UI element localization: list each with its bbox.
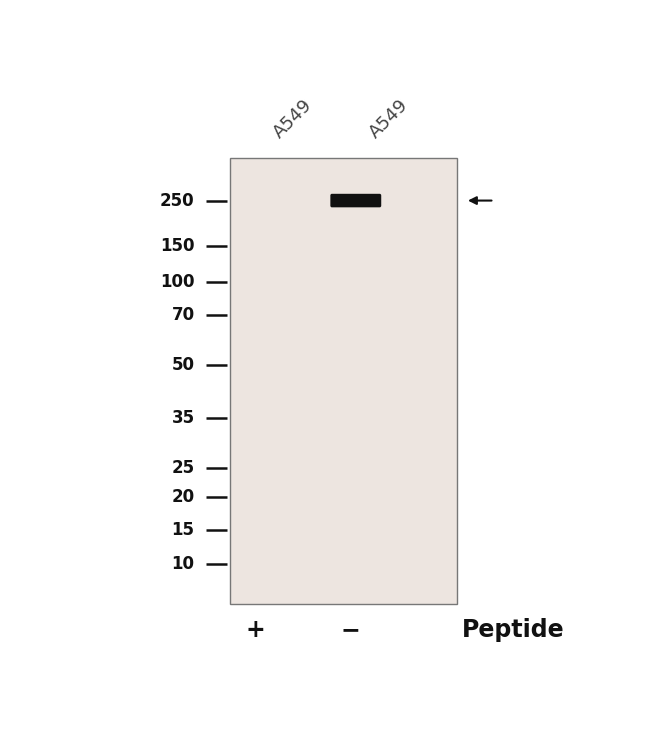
Text: 50: 50	[172, 356, 194, 374]
Text: Peptide: Peptide	[462, 618, 565, 642]
FancyBboxPatch shape	[330, 194, 382, 207]
Text: 25: 25	[172, 459, 194, 477]
Text: 15: 15	[172, 521, 194, 539]
Text: −: −	[341, 618, 361, 642]
Text: A549: A549	[366, 95, 411, 141]
Text: +: +	[245, 618, 265, 642]
Text: 150: 150	[160, 236, 194, 255]
Text: 35: 35	[172, 408, 194, 427]
Text: 10: 10	[172, 555, 194, 573]
Text: 250: 250	[160, 192, 194, 209]
Text: A549: A549	[270, 95, 316, 141]
Text: 20: 20	[172, 488, 194, 506]
Text: 100: 100	[160, 273, 194, 291]
Text: 70: 70	[172, 306, 194, 324]
Bar	[230, 158, 456, 604]
